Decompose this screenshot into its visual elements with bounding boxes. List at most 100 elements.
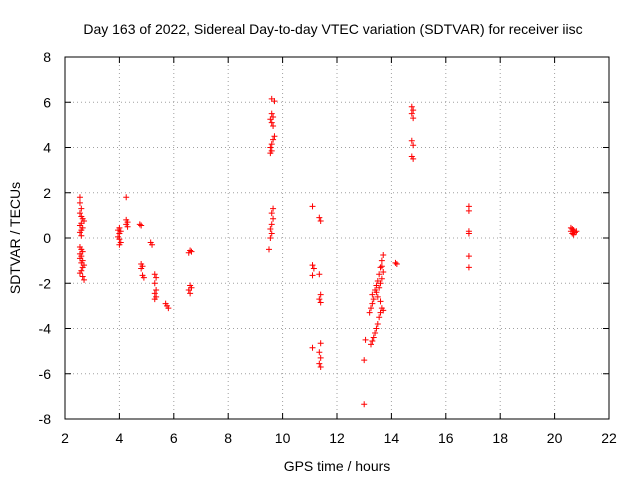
data-point [369,291,376,298]
data-point [270,205,277,212]
data-point [268,230,275,237]
data-point [317,291,324,298]
data-point [140,274,147,281]
data-point [376,314,383,321]
data-point [570,231,577,238]
chart-title: Day 163 of 2022, Sidereal Day-to-day VTE… [83,21,582,37]
data-point [373,325,380,332]
data-point [268,119,275,126]
x-tick-label: 18 [492,430,508,446]
data-point [151,271,158,278]
data-point [368,305,374,312]
data-point [392,259,399,266]
data-point [376,284,383,291]
data-point [377,298,384,305]
data-point [362,336,369,343]
data-point [410,142,417,149]
data-point [123,194,130,201]
y-tick-label: 0 [43,230,51,246]
data-point [374,320,381,327]
plot-frame [64,56,610,420]
data-point [268,210,275,217]
data-point [185,249,192,256]
data-point [370,334,377,341]
data-point [268,221,275,228]
data-point [270,123,277,130]
data-point [465,253,472,260]
y-tick-label: -6 [39,366,52,382]
data-point [79,264,86,271]
data-point [115,227,122,234]
data-point [393,261,400,268]
data-point [374,293,381,300]
grid [65,57,609,419]
x-axis-label: GPS time / hours [284,458,391,474]
data-point [316,296,323,303]
data-point [149,241,156,248]
data-point [267,235,274,241]
data-point [573,228,580,235]
data-point [408,110,415,117]
data-point [373,289,380,296]
data-point [380,268,387,275]
data-point [78,205,85,212]
data-point [380,307,387,314]
data-point [569,230,576,237]
y-axis-label: SDTVAR / TECUs [7,182,23,294]
data-point [76,270,83,277]
data-point [310,265,317,272]
data-point [316,271,323,278]
data-point [317,218,324,225]
data-point [366,309,373,316]
data-point [378,263,385,270]
data-point [317,299,324,306]
x-tick-label: 6 [170,430,178,446]
x-tick-label: 8 [224,430,232,446]
y-tick-label: -8 [39,411,52,427]
data-point [76,210,83,217]
data-point [309,344,316,351]
data-point [76,199,83,206]
data-point [165,305,172,312]
y-tick-label: 2 [43,185,51,201]
data-point [370,296,377,303]
y-tick-label: -2 [39,275,52,291]
data-point [271,133,278,140]
data-point [188,248,195,255]
data-point [185,287,192,294]
data-point [361,401,368,408]
data-point [78,232,85,239]
data-point [377,280,384,287]
data-point [136,221,143,228]
data-point [79,273,86,280]
data-point [316,349,323,356]
data-point [372,330,379,337]
y-tick-label: 8 [43,49,51,65]
data-point [151,290,158,297]
data-point [309,203,316,210]
x-tick-label: 2 [61,430,69,446]
data-point [410,115,417,122]
data-point [378,257,385,264]
x-tick-label: 16 [438,430,454,446]
axis-ticks: 2 4 6 8 10 12 14 16 18 20 22 -8 -6 -4 -2 0 2 4 6 8 [39,49,617,446]
data-point [138,265,145,272]
data-point [410,107,417,114]
data-point [151,296,158,303]
data-point [317,363,324,370]
data-point [138,222,145,229]
data-point [369,300,376,307]
data-point [76,229,83,236]
data-point [267,144,274,151]
data-point [116,236,123,243]
data-point [267,150,274,157]
data-point [410,155,417,162]
data-point [317,354,324,361]
x-tick-label: 12 [329,430,345,446]
data-point [271,98,278,105]
x-tick-label: 20 [547,430,563,446]
data-point [266,246,272,253]
data-point [76,194,83,201]
data-point [368,341,374,348]
